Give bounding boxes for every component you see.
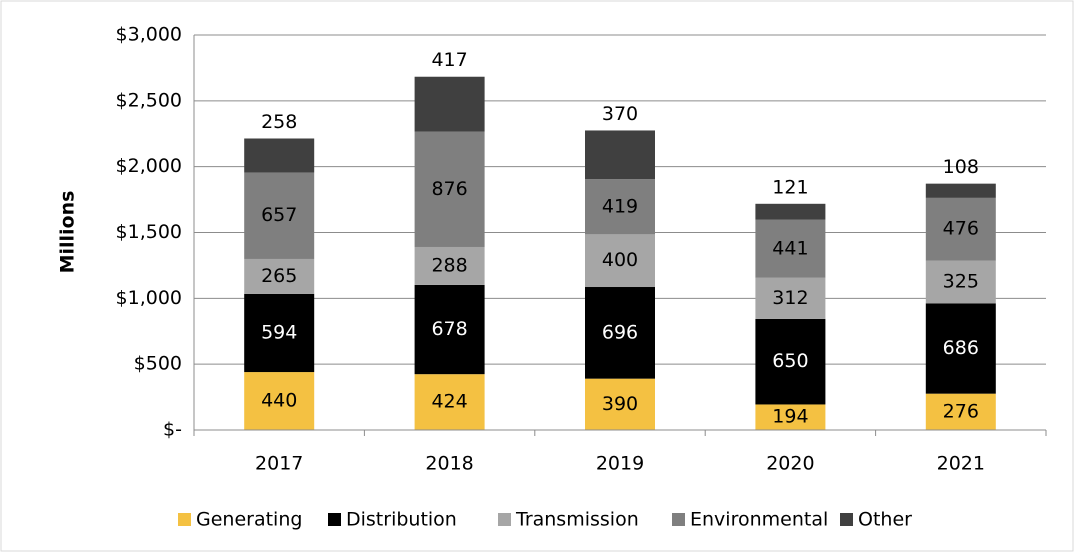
x-tick-label: 2019 [596, 453, 644, 475]
data-label: 121 [772, 176, 808, 198]
bar-segment [585, 130, 655, 180]
data-label: 696 [602, 321, 638, 343]
bar-segment [755, 277, 826, 319]
bar-segment [925, 393, 996, 430]
bar-segment [585, 179, 655, 235]
x-tick-label: 2018 [425, 453, 473, 475]
data-label: 657 [261, 204, 297, 226]
data-label: 312 [772, 287, 808, 309]
y-axis-label: Millions [57, 191, 79, 274]
data-label: 417 [431, 49, 467, 71]
bar-segment [244, 258, 315, 294]
x-tick-label: 2017 [255, 453, 303, 475]
data-label: 441 [772, 237, 808, 259]
data-label: 686 [943, 337, 979, 359]
bar-segment [585, 287, 655, 379]
y-tick-label: $2,000 [116, 155, 182, 177]
y-tick-label: $- [163, 419, 182, 441]
bar-segment [244, 172, 315, 259]
y-tick-label: $1,500 [116, 221, 182, 243]
data-label: 594 [261, 321, 297, 343]
legend-swatch [328, 513, 341, 526]
legend-swatch [840, 513, 853, 526]
data-label: 276 [943, 400, 979, 422]
bar-segment [585, 234, 655, 288]
bar-segment [925, 303, 996, 394]
y-tick-label: $3,000 [116, 24, 182, 46]
bar-segment [244, 293, 315, 373]
bar-segment [755, 203, 826, 220]
bar-segment [244, 138, 315, 173]
data-label: 440 [261, 390, 297, 412]
legend-label: Distribution [346, 509, 457, 531]
y-tick-label: $500 [134, 353, 182, 375]
data-label: 476 [943, 218, 979, 240]
legend-swatch [498, 513, 511, 526]
legend-swatch [178, 513, 191, 526]
data-label: 370 [602, 103, 638, 125]
bar-segment [414, 76, 485, 132]
data-label: 325 [943, 270, 979, 292]
x-tick-label: 2020 [766, 453, 814, 475]
bar-segment [925, 197, 996, 261]
data-label: 424 [431, 391, 467, 413]
legend-swatch [672, 513, 685, 526]
data-label: 390 [602, 393, 638, 415]
data-label: 288 [431, 254, 467, 276]
y-tick-label: $2,500 [116, 89, 182, 111]
data-label: 876 [431, 178, 467, 200]
data-label: 258 [261, 111, 297, 133]
bar-segment [755, 404, 826, 430]
legend-label: Environmental [690, 509, 828, 531]
data-label: 265 [261, 265, 297, 287]
y-tick-label: $1,000 [116, 287, 182, 309]
bar-segment [414, 284, 485, 375]
bar-segment [925, 183, 996, 198]
bar-segment [244, 372, 315, 430]
bar-segment [414, 374, 485, 430]
x-tick-label: 2021 [937, 453, 985, 475]
data-label: 108 [943, 156, 979, 178]
legend-label: Generating [196, 509, 302, 531]
legend-label: Other [858, 509, 912, 531]
data-label: 650 [772, 350, 808, 372]
bar-segment [755, 219, 826, 278]
bar-segment [585, 378, 655, 430]
data-label: 419 [602, 195, 638, 217]
bar-segment [925, 260, 996, 304]
bar-segment [414, 131, 485, 247]
data-label: 678 [431, 318, 467, 340]
data-label: 400 [602, 249, 638, 271]
legend-label: Transmission [515, 509, 639, 531]
bar-segment [755, 318, 826, 405]
data-label: 194 [772, 406, 808, 428]
bar-segment [414, 246, 485, 285]
